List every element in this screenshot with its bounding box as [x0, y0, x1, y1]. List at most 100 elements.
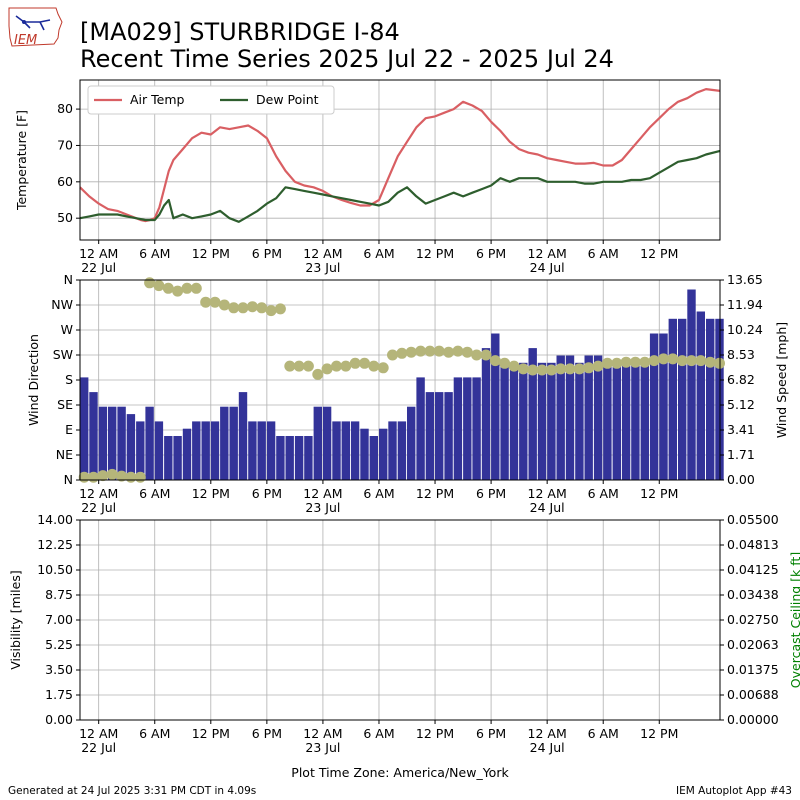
wind-speed-bar	[360, 428, 369, 480]
visibility-panel: 0.00 1.75 3.50 5.25 7.00 8.75 10.50 12.25 14.00 0…	[8, 512, 800, 755]
wind-speed-bar	[80, 377, 89, 480]
y-tick-label: 50	[57, 210, 73, 225]
wind-direction-point	[200, 296, 212, 308]
wind-direction-point	[162, 282, 174, 294]
y-right-tick-label: 8.53	[727, 347, 755, 362]
legend-box	[87, 85, 335, 115]
wind-speed-bar	[108, 406, 117, 480]
generated-text: Generated at 24 Jul 2025 3:31 PM CDT in …	[8, 785, 256, 797]
wind-direction-point	[629, 356, 641, 368]
wind-direction-point	[153, 280, 165, 292]
wind-direction-point	[78, 471, 90, 483]
y-right-tick-label: 0.05500	[727, 512, 779, 527]
wind-direction-point	[545, 364, 557, 376]
x-date-label: 24 Jul	[530, 740, 565, 755]
wind-direction-point	[676, 355, 688, 367]
air-temp-line	[79, 87, 721, 223]
title-line1: [MA029] STURBRIDGE I-84	[80, 18, 400, 46]
wind-speed-bar	[304, 436, 313, 480]
y-tick-label: N	[64, 472, 73, 487]
wind-speed-bar	[229, 406, 238, 480]
wind-direction-point	[658, 353, 669, 365]
x-tick-label: 6 AM	[363, 246, 394, 261]
wind-direction-point	[695, 355, 707, 367]
wind-direction-point	[611, 357, 623, 369]
wind-speed-bar	[192, 421, 201, 480]
wind-direction-point	[274, 303, 286, 315]
wind-speed-bar	[238, 392, 248, 480]
wind-direction-point	[499, 357, 511, 369]
x-tick-label: 6 AM	[139, 726, 170, 741]
x-tick-label: 6 PM	[252, 726, 282, 741]
wind-speed-bar	[276, 436, 285, 480]
wind-speed-bar	[248, 421, 257, 480]
x-tick-label: 6 PM	[476, 726, 506, 741]
y-right-tick-label: 11.94	[727, 297, 763, 312]
wind-direction-point	[583, 362, 595, 374]
y-tick-label: 80	[57, 101, 73, 116]
wind-direction-point	[125, 471, 137, 483]
y-right-tick-label: 10.24	[727, 322, 763, 337]
x-tick-label: 12 AM	[528, 246, 567, 261]
wind-speed-bar	[117, 406, 126, 480]
x-tick-label: 6 AM	[588, 726, 619, 741]
x-tick-label: 6 AM	[588, 246, 619, 261]
y-right-tick-label: 5.12	[727, 397, 755, 412]
wind-speed-bar	[332, 421, 341, 480]
y-right-tick-label: 0.00	[727, 472, 755, 487]
wind-speed-bar	[145, 406, 154, 480]
y-tick-label: NE	[56, 447, 73, 462]
wind-speed-bar	[257, 421, 266, 480]
wind-speed-bar	[210, 421, 220, 480]
y-tick-label: 10.50	[37, 562, 73, 577]
wind-direction-point	[508, 360, 520, 372]
wind-speed-bar	[285, 436, 294, 480]
iem-logo: IEM	[8, 7, 63, 48]
x-tick-label: 6 AM	[139, 246, 170, 261]
wind-speed-bar	[491, 333, 500, 480]
wind-direction-point	[536, 364, 548, 376]
wind-speed-bar	[584, 355, 593, 480]
x-tick-label: 6 AM	[588, 486, 619, 501]
station-dot-icon	[22, 20, 26, 24]
x-date-label: 22 Jul	[81, 740, 116, 755]
wind-direction-point	[265, 305, 277, 317]
wind-direction-point	[209, 296, 221, 308]
wind-speed-bar	[575, 362, 584, 480]
wind-direction-point	[312, 368, 324, 380]
wind-direction-point	[218, 299, 230, 311]
wind-speed-bar	[89, 392, 98, 480]
wind-speed-bar	[481, 348, 491, 480]
y-right-tick-label: 1.71	[727, 447, 755, 462]
wind-speed-bar	[313, 406, 322, 480]
y-tick-label: NW	[51, 297, 73, 312]
wind-speed-bar	[706, 318, 715, 480]
wind-speed-bar	[687, 289, 696, 480]
y-tick-label: 3.50	[45, 662, 73, 677]
y-tick-label: N	[64, 272, 73, 287]
x-tick-label: 6 AM	[363, 486, 394, 501]
x-date-label: 22 Jul	[81, 500, 116, 515]
y-right-tick-label: 0.02750	[727, 612, 779, 627]
wind-direction-point	[340, 360, 352, 372]
y-right-tick-label: 0.03438	[727, 587, 779, 602]
wind-direction-point	[592, 360, 604, 372]
y-tick-label: SE	[57, 397, 73, 412]
y-tick-label: 1.75	[45, 687, 73, 702]
wind-direction-point	[293, 360, 305, 372]
wind-direction-point	[517, 363, 529, 375]
wind-speed-bar	[341, 421, 350, 480]
wind-speed-bar	[425, 392, 435, 480]
wind-speed-bar	[547, 362, 556, 480]
wind-direction-point	[172, 285, 184, 297]
wind-direction-point	[639, 356, 651, 368]
wind-direction-point	[349, 357, 361, 369]
y-tick-label: 5.25	[45, 637, 73, 652]
x-tick-label: 6 PM	[252, 246, 282, 261]
wind-speed-bar	[416, 377, 425, 480]
y-tick-label: 14.00	[37, 512, 73, 527]
wind-speed-bar	[453, 377, 463, 480]
app-label: IEM Autoplot App #43	[676, 785, 792, 797]
x-tick-label: 12 AM	[303, 726, 342, 741]
y-tick-label: S	[65, 372, 73, 387]
